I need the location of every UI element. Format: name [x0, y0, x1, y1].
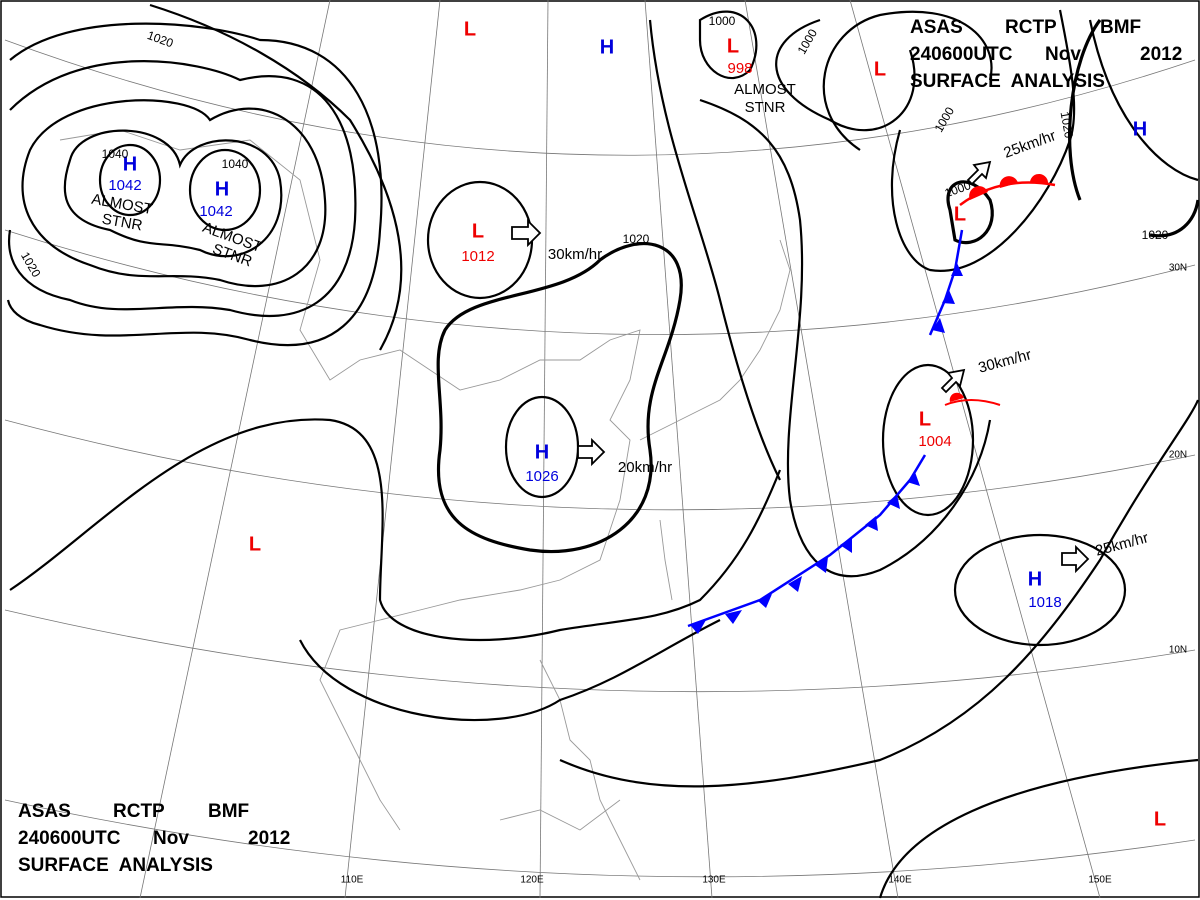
system-pressure: 1018: [1028, 594, 1061, 611]
system-symbol: H: [123, 153, 137, 175]
system-symbol: L: [464, 18, 476, 40]
system-pressure: 1042: [108, 177, 141, 194]
isobar-label: 1020: [1058, 110, 1076, 139]
header-word: RCTP: [1005, 17, 1057, 38]
system-symbol: H: [1028, 568, 1042, 590]
isobar-label: 1020: [1142, 228, 1169, 242]
system-symbol: L: [919, 408, 931, 430]
isobar-label: 1040: [102, 147, 129, 161]
longitude-label: 120E: [520, 875, 544, 886]
system-symbol: L: [472, 220, 484, 242]
latitude-label: 20N: [1169, 450, 1187, 461]
system-pressure: 1012: [461, 248, 494, 265]
latitude-label: 10N: [1169, 645, 1187, 656]
system-pressure: 1004: [918, 433, 951, 450]
note: STNR: [745, 99, 786, 116]
header-title: SURFACE ANALYSIS: [910, 71, 1105, 92]
isobar-label: 1020: [623, 232, 650, 246]
labels: ASAS RCTP BMF 240600UTC Nov 2012 SURFACE ANALY…: [18, 14, 1187, 885]
header-word: BMF: [1100, 17, 1141, 38]
longitude-label: 130E: [702, 875, 726, 886]
header-title: SURFACE ANALYSIS: [18, 855, 213, 876]
note: STNR: [101, 211, 144, 235]
header-word: ASAS: [18, 801, 71, 822]
system-symbol: H: [600, 36, 614, 58]
note: ALMOST: [734, 81, 796, 98]
system-symbol: L: [249, 533, 261, 555]
isobar-label: 1040: [222, 157, 249, 171]
longitude-label: 140E: [888, 875, 912, 886]
header-word: BMF: [208, 801, 249, 822]
header-word: Nov: [1045, 44, 1081, 65]
header-word: 2012: [1140, 44, 1182, 65]
system-symbol: L: [727, 35, 739, 57]
isobar-label: 1000: [709, 14, 736, 28]
system-symbol: H: [1133, 118, 1147, 140]
longitude-label: 150E: [1088, 875, 1112, 886]
system-symbol: H: [215, 178, 229, 200]
longitude-label: 110E: [341, 875, 364, 886]
header-word: 240600UTC: [910, 44, 1013, 65]
header-word: 240600UTC: [18, 828, 121, 849]
system-symbol: H: [535, 441, 549, 463]
motion-arrows: [511, 160, 1090, 574]
fronts: [687, 173, 1056, 634]
header-word: ASAS: [910, 17, 963, 38]
system-pressure: 998: [727, 60, 752, 77]
header-word: RCTP: [113, 801, 165, 822]
system-pressure: 1042: [199, 203, 232, 220]
latitude-label: 30N: [1169, 263, 1187, 274]
system-symbol: L: [874, 58, 886, 80]
system-symbol: L: [954, 203, 966, 225]
isobars: [6, 3, 1200, 899]
motion-label: 20km/hr: [618, 459, 672, 476]
header-word: Nov: [153, 828, 189, 849]
system-pressure: 1026: [525, 468, 558, 485]
system-symbol: L: [1154, 808, 1166, 830]
motion-label: 30km/hr: [548, 246, 602, 263]
header-word: 2012: [248, 828, 290, 849]
